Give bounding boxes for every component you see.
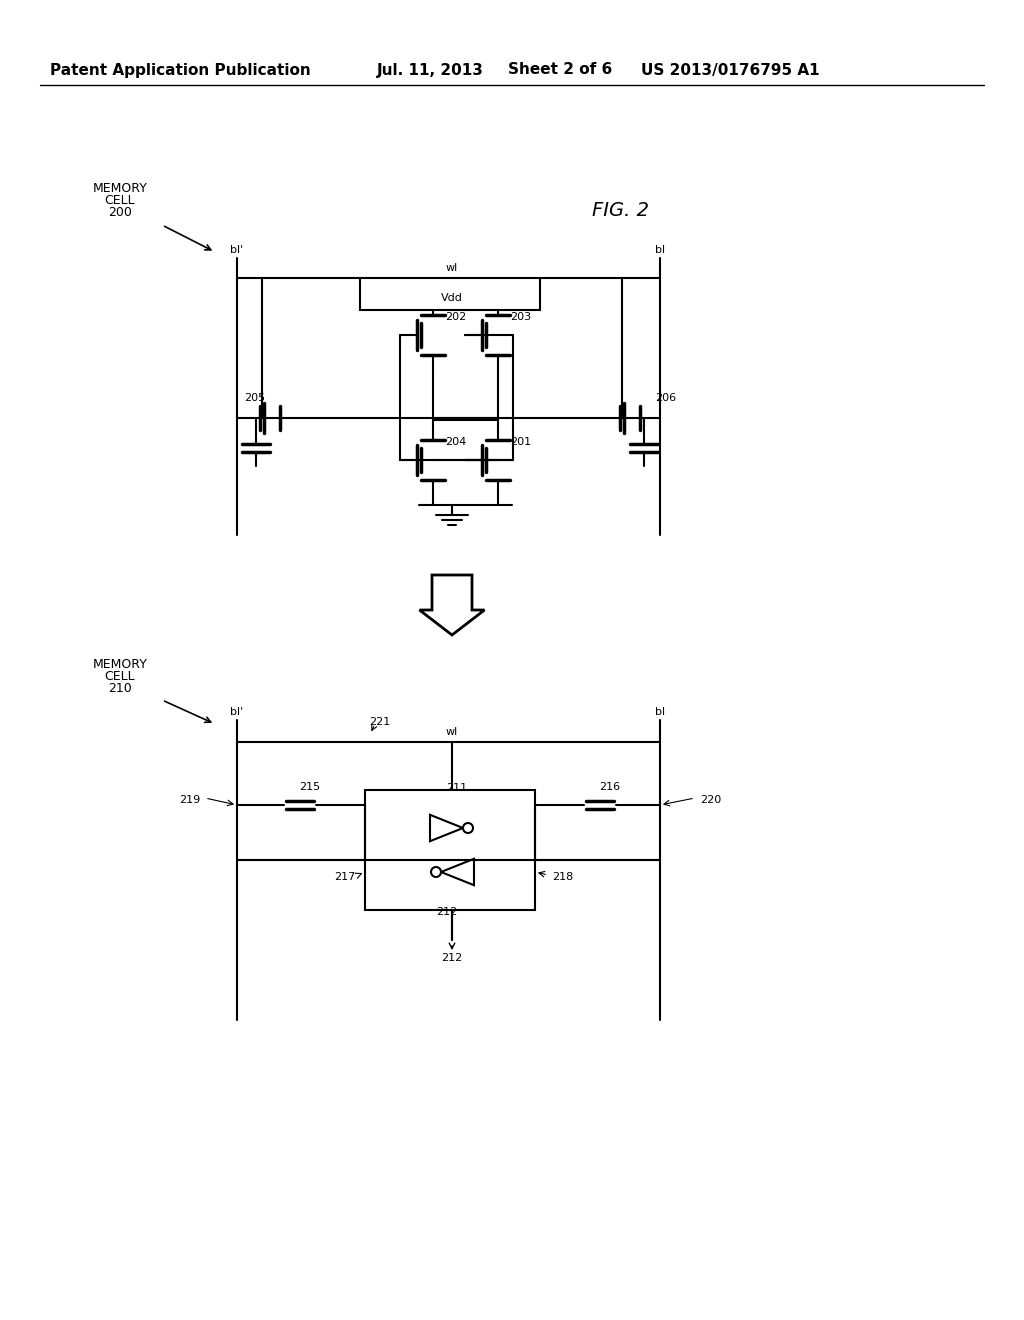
- Text: bl': bl': [230, 246, 244, 255]
- Text: 216: 216: [599, 781, 621, 792]
- Text: 204: 204: [445, 437, 466, 447]
- Text: 219: 219: [179, 795, 200, 805]
- Text: 218: 218: [552, 873, 573, 882]
- Text: Jul. 11, 2013: Jul. 11, 2013: [377, 62, 483, 78]
- Text: Sheet 2 of 6: Sheet 2 of 6: [508, 62, 612, 78]
- Text: 220: 220: [700, 795, 721, 805]
- Text: 201: 201: [510, 437, 531, 447]
- Text: MEMORY: MEMORY: [92, 659, 147, 672]
- Text: FIG. 2: FIG. 2: [592, 201, 648, 219]
- Text: CELL: CELL: [104, 671, 135, 684]
- Text: 212: 212: [436, 907, 458, 917]
- Text: MEMORY: MEMORY: [92, 181, 147, 194]
- Text: bl': bl': [230, 708, 244, 717]
- Text: bl: bl: [655, 708, 665, 717]
- Text: 215: 215: [299, 781, 321, 792]
- Text: 200: 200: [109, 206, 132, 219]
- Text: 203: 203: [510, 312, 531, 322]
- Text: bl: bl: [655, 246, 665, 255]
- Bar: [365, 789, 535, 909]
- Text: CELL: CELL: [104, 194, 135, 206]
- Text: 211: 211: [446, 783, 468, 793]
- Text: wl: wl: [445, 727, 458, 737]
- Text: US 2013/0176795 A1: US 2013/0176795 A1: [641, 62, 819, 78]
- Text: 210: 210: [109, 682, 132, 696]
- Text: 202: 202: [445, 312, 466, 322]
- Text: 217: 217: [334, 873, 355, 882]
- Text: 221: 221: [370, 717, 390, 727]
- Text: Patent Application Publication: Patent Application Publication: [49, 62, 310, 78]
- Text: 205: 205: [245, 393, 265, 403]
- Text: 212: 212: [441, 953, 463, 964]
- Text: wl: wl: [445, 263, 458, 273]
- Text: Vdd: Vdd: [441, 293, 463, 304]
- Text: 206: 206: [655, 393, 676, 403]
